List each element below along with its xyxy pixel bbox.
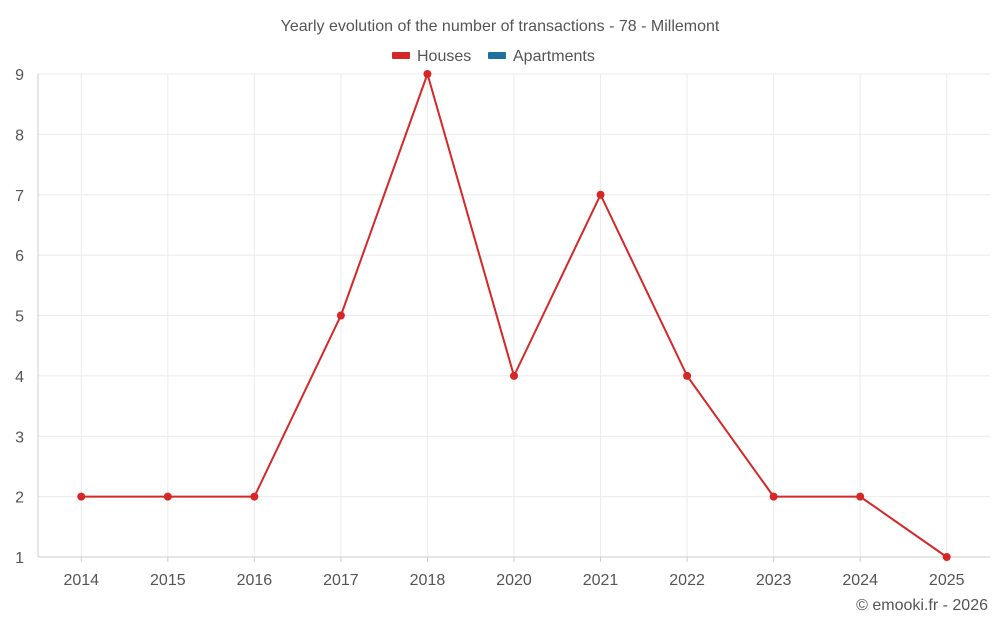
x-tick-label: 2021 bbox=[583, 572, 619, 589]
data-point-houses[interactable] bbox=[769, 492, 778, 501]
data-point-houses[interactable] bbox=[683, 371, 692, 380]
legend-item-apartments[interactable]: Apartments bbox=[488, 48, 595, 65]
x-axis-ticks: 2014 2015 2016 2017 2018 2020 2021 2022 2023 2024… bbox=[63, 572, 964, 589]
chart-title: Yearly evolution of the number of transa… bbox=[281, 18, 720, 35]
legend: Houses Apartments bbox=[392, 48, 595, 65]
y-tick-label: 6 bbox=[15, 248, 24, 265]
x-tick-label: 2022 bbox=[669, 572, 705, 589]
legend-swatch-houses bbox=[392, 52, 410, 59]
y-tick-label: 4 bbox=[15, 369, 24, 386]
x-tick-label: 2025 bbox=[929, 572, 965, 589]
x-tick-label: 2020 bbox=[496, 572, 532, 589]
x-tick-label: 2015 bbox=[150, 572, 186, 589]
data-point-houses[interactable] bbox=[423, 70, 432, 78]
y-tick-label: 9 bbox=[15, 67, 24, 84]
x-tick-label: 2018 bbox=[410, 572, 446, 589]
y-tick-label: 7 bbox=[15, 188, 24, 205]
data-point-houses[interactable] bbox=[942, 553, 951, 561]
x-tick-label: 2014 bbox=[63, 572, 99, 589]
legend-swatch-apartments bbox=[488, 52, 506, 59]
data-point-houses[interactable] bbox=[510, 371, 518, 380]
series-points bbox=[77, 70, 951, 561]
x-tick-label: 2017 bbox=[323, 572, 359, 589]
x-tick-label: 2023 bbox=[756, 572, 792, 589]
data-point-houses[interactable] bbox=[163, 492, 172, 501]
credit-text: © emooki.fr - 2026 bbox=[856, 597, 988, 614]
data-point-houses[interactable] bbox=[856, 492, 865, 501]
data-point-houses[interactable] bbox=[77, 492, 86, 501]
y-tick-label: 8 bbox=[15, 127, 24, 144]
data-point-houses[interactable] bbox=[596, 190, 605, 199]
grid bbox=[38, 73, 990, 557]
data-point-houses[interactable] bbox=[250, 492, 259, 501]
y-axis-ticks: 1 2 3 4 5 6 7 8 9 bbox=[15, 67, 24, 567]
x-tick-label: 2016 bbox=[237, 572, 273, 589]
x-tick-label: 2024 bbox=[842, 572, 878, 589]
y-tick-label: 2 bbox=[15, 490, 24, 507]
y-tick-label: 5 bbox=[15, 309, 24, 326]
axes bbox=[37, 74, 990, 562]
data-point-houses[interactable] bbox=[336, 311, 345, 320]
legend-label-houses: Houses bbox=[417, 48, 471, 65]
y-tick-label: 3 bbox=[15, 429, 24, 446]
legend-item-houses[interactable]: Houses bbox=[392, 48, 471, 65]
legend-label-apartments: Apartments bbox=[513, 48, 595, 65]
y-tick-label: 1 bbox=[15, 550, 24, 567]
